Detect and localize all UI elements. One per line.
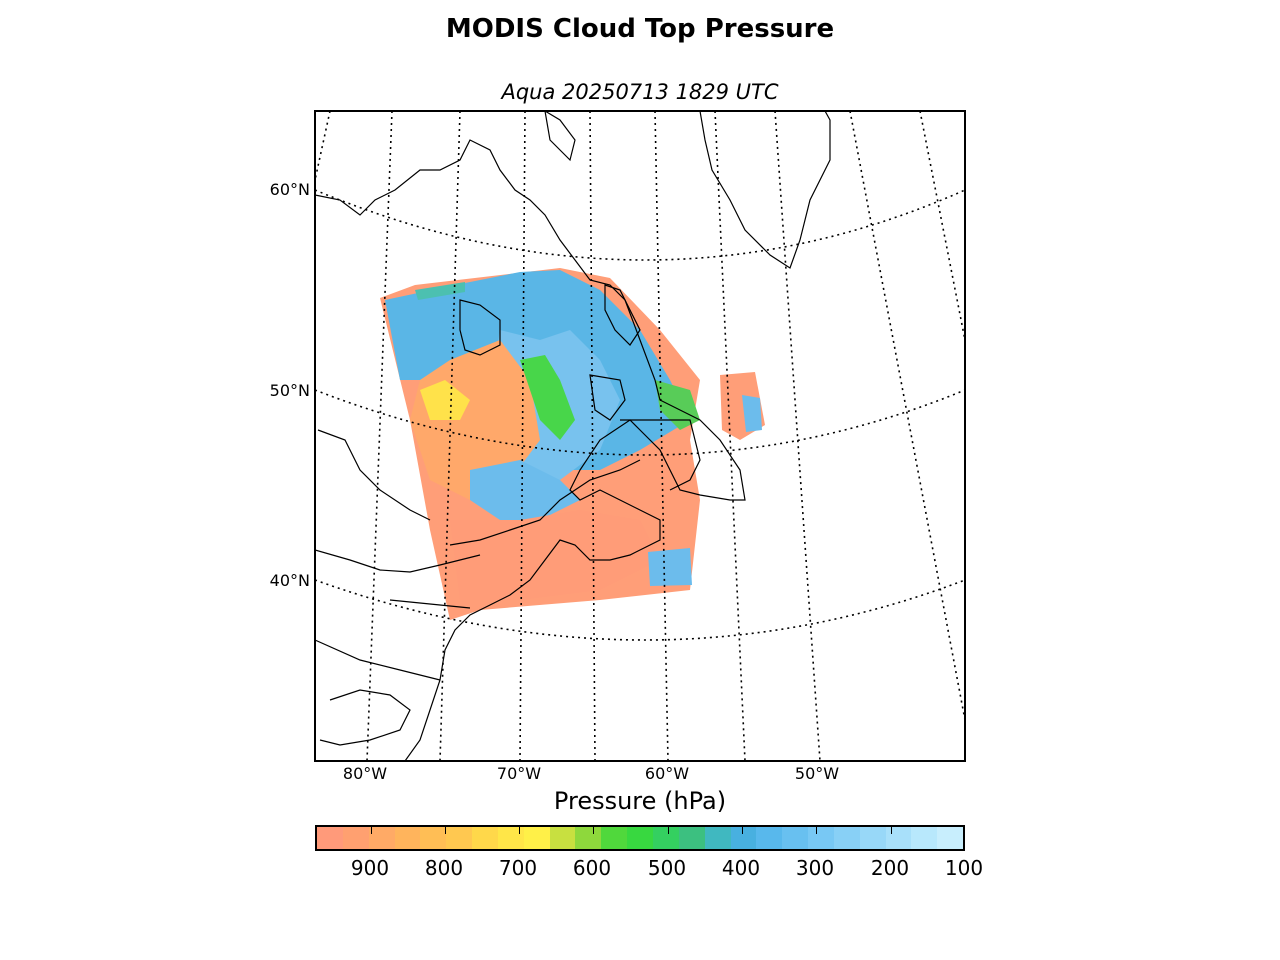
- colorbar-tick-900: 900: [350, 856, 390, 880]
- graticule: [315, 111, 965, 761]
- colorbar-segment: [911, 827, 938, 849]
- colorbar-segment: [575, 827, 602, 849]
- colorbar-tickmark: [891, 826, 892, 834]
- blue-cloud-south: [470, 460, 580, 520]
- colorbar-tick-500: 500: [647, 856, 687, 880]
- orange-cloud-region: [410, 340, 540, 500]
- yellow-cloud-band: [420, 380, 470, 420]
- lon-label-50w: 50°W: [794, 764, 840, 783]
- colorbar-segment: [601, 827, 628, 849]
- colorbar-tick-100: 100: [944, 856, 984, 880]
- lon-label-80w: 80°W: [342, 764, 388, 783]
- green-patch-northeast: [655, 380, 700, 430]
- colorbar-segment: [885, 827, 912, 849]
- meridian-50w: [774, 111, 821, 761]
- colorbar-segment: [678, 827, 705, 849]
- colorbar-segment: [394, 827, 421, 849]
- colorbar-segment: [833, 827, 860, 849]
- figure-subtitle: Aqua 20250713 1829 UTC: [501, 80, 779, 104]
- colorbar-segment: [342, 827, 369, 849]
- meridian-85w: [315, 111, 331, 181]
- colorbar-segment: [652, 827, 679, 849]
- colorbar-tickmark: [816, 826, 817, 834]
- colorbar-segment: [782, 827, 809, 849]
- meridian-40w: [919, 111, 965, 341]
- lat-label-40n: 40°N: [269, 571, 310, 590]
- colorbar-segment: [730, 827, 757, 849]
- coastlines: [315, 111, 831, 761]
- teal-strip-north: [415, 282, 465, 300]
- colorbar-tickmark: [519, 826, 520, 834]
- cloud-swath: [380, 268, 765, 620]
- colorbar-segment: [497, 827, 524, 849]
- colorbar-segment: [472, 827, 498, 849]
- colorbar-tickmark: [668, 826, 669, 834]
- meridian-75w: [439, 111, 461, 761]
- colorbar-segment: [523, 827, 550, 849]
- colorbar-segment: [549, 827, 576, 849]
- colorbar-segment: [627, 827, 653, 849]
- blue-patch-east-inner: [742, 395, 762, 432]
- green-cloud-band: [520, 355, 575, 440]
- meridian-55w: [714, 111, 746, 761]
- parallel-50n: [315, 389, 965, 456]
- colorbar-tick-300: 300: [795, 856, 835, 880]
- lon-label-70w: 70°W: [496, 764, 542, 783]
- colorbar-tickmark: [742, 826, 743, 834]
- meridian-60w: [654, 111, 669, 761]
- colorbar-tickmark: [371, 826, 372, 834]
- blue-patch-southeast: [648, 548, 692, 586]
- colorbar-segment: [756, 827, 783, 849]
- lat-label-60n: 60°N: [269, 180, 310, 199]
- meridian-45w: [849, 111, 965, 721]
- colorbar-label: Pressure (hPa): [553, 787, 727, 815]
- colorbar-tick-600: 600: [572, 856, 612, 880]
- colorbar-tick-700: 700: [498, 856, 538, 880]
- colorbar-tickmark: [445, 826, 446, 834]
- colorbar-segment: [937, 827, 963, 849]
- meridian-80w: [366, 111, 393, 761]
- meridian-65w: [589, 111, 596, 761]
- colorbar-segment: [859, 827, 886, 849]
- figure-title: MODIS Cloud Top Pressure: [445, 14, 835, 44]
- colorbar-segment: [368, 827, 395, 849]
- colorbar-tickmark: [593, 826, 594, 834]
- colorbar-segment: [420, 827, 447, 849]
- lon-label-60w: 60°W: [644, 764, 690, 783]
- colorbar-segment: [317, 827, 343, 849]
- colorbar-tick-400: 400: [721, 856, 761, 880]
- parallel-40n: [315, 579, 965, 641]
- colorbar-tick-800: 800: [424, 856, 464, 880]
- lat-label-50n: 50°N: [269, 381, 310, 400]
- meridian-70w: [519, 111, 526, 761]
- colorbar-tick-200: 200: [870, 856, 910, 880]
- colorbar-segment: [446, 827, 473, 849]
- map-frame: [314, 110, 966, 762]
- colorbar-segment: [704, 827, 731, 849]
- colorbar-segment: [808, 827, 834, 849]
- colorbar: [315, 825, 965, 851]
